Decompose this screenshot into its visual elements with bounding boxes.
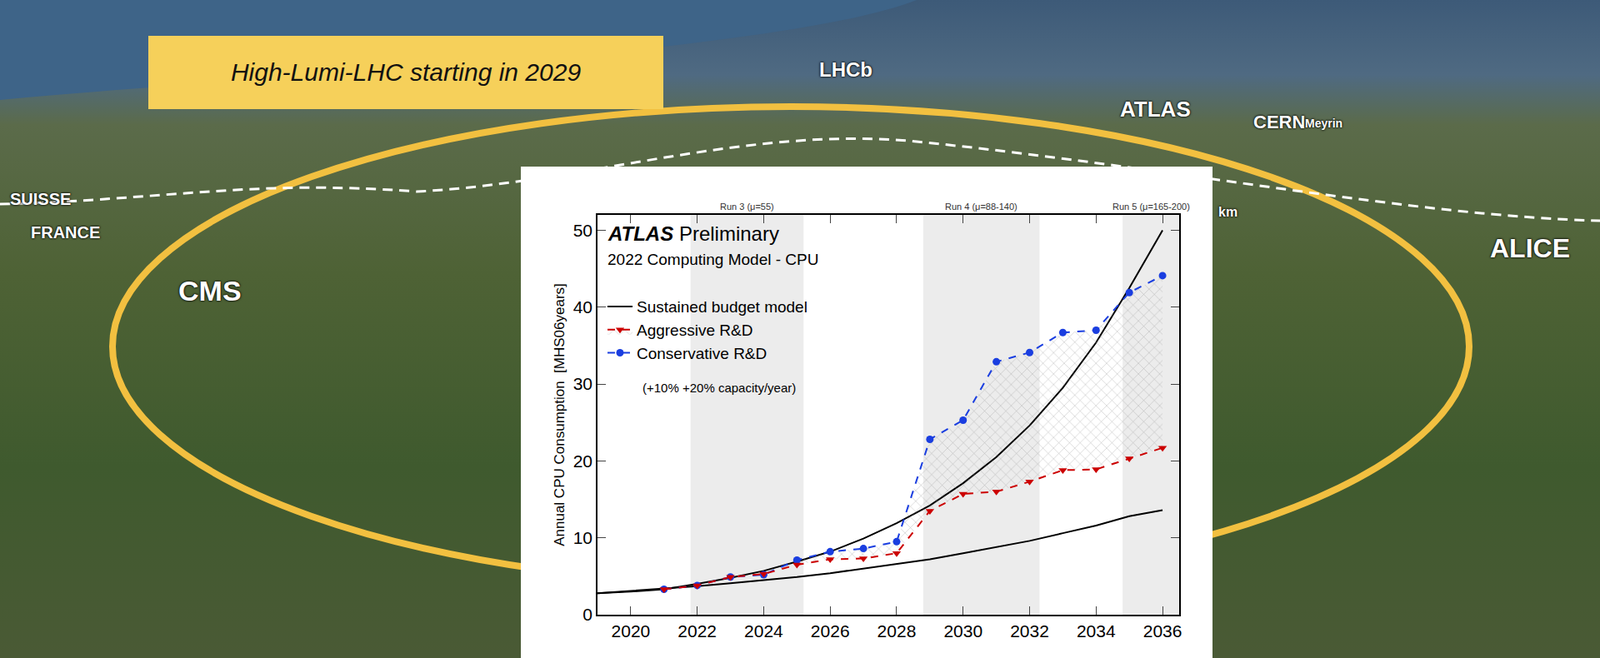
html-text:ATLAS: ATLAS [1120,96,1191,122]
svg-text:Annual CPU Consumption [MHS06: Annual CPU Consumption [MHS06years] [551,283,568,547]
svg-text:Sustained budget model: Sustained budget model [636,298,808,316]
html-text:LHCb: LHCb [819,58,873,81]
svg-text:2030: 2030 [943,621,983,641]
svg-text:2022 Computing Model - CPU: 2022 Computing Model - CPU [607,250,819,269]
svg-text:2036: 2036 [1143,621,1183,641]
svg-text:2026: 2026 [810,621,850,641]
html-text:km: km [1218,205,1238,220]
svg-text:20: 20 [573,451,593,471]
svg-text:2034: 2034 [1076,621,1116,641]
svg-text:2022: 2022 [677,621,717,641]
svg-text:(+10% +20% capacity/year): (+10% +20% capacity/year) [642,380,796,395]
svg-text:ATLAS Preliminary: ATLAS Preliminary [607,222,780,245]
svg-text:0: 0 [582,605,593,625]
html-text:ALICE: ALICE [1490,233,1570,264]
svg-text:2020: 2020 [611,621,651,641]
html-text:High-Lumi-LHC starting in 2029: High-Lumi-LHC starting in 2029 [230,58,581,86]
html-text:SUISSE: SUISSE [10,190,72,209]
svg-text:2028: 2028 [877,621,917,641]
svg-text:Run 4 (μ=88-140): Run 4 (μ=88-140) [945,201,1018,212]
svg-text:50: 50 [573,220,593,240]
svg-text:Run 5 (μ=165-200): Run 5 (μ=165-200) [1112,201,1190,212]
svg-text:Aggressive R&D: Aggressive R&D [636,321,753,340]
html-text:FRANCE: FRANCE [30,223,101,242]
html-text:CMS: CMS [178,275,242,307]
svg-text:30: 30 [573,374,593,394]
svg-text:Conservative R&D: Conservative R&D [636,345,767,363]
svg-text:40: 40 [573,297,593,317]
html-text:CERNMeyrin: CERNMeyrin [1253,111,1343,133]
svg-text:10: 10 [573,528,593,548]
svg-text:Run 3 (μ=55): Run 3 (μ=55) [720,201,775,212]
svg-text:2032: 2032 [1010,621,1050,641]
svg-text:2024: 2024 [744,621,784,641]
